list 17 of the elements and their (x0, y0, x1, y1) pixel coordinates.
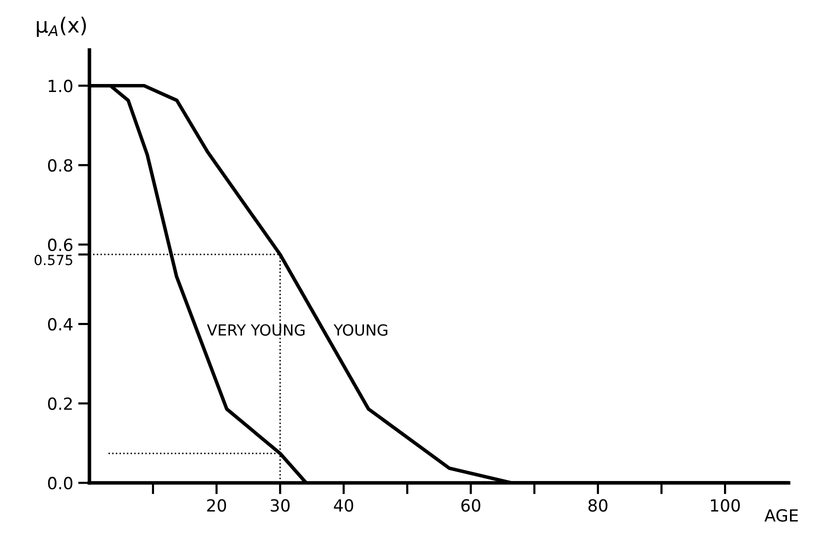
x-tick-label: 100 (710, 499, 740, 512)
x-axis-title: AGE (764, 509, 798, 522)
x-tick-label: 40 (334, 499, 354, 512)
series-label: YOUNG (334, 324, 388, 336)
x-tick-label: 60 (461, 499, 480, 512)
x-tick-label: 80 (588, 499, 608, 512)
y-tick-label: 0.6 (48, 238, 72, 252)
y-tick-label: 0.8 (48, 159, 72, 172)
y-tick-label: 1.0 (48, 80, 72, 92)
series-label: VERY YOUNG (206, 324, 305, 336)
y-tick-label: 0.575 (34, 254, 72, 266)
y-tick-label: 0.4 (48, 318, 73, 331)
x-tick-label: 20 (207, 499, 226, 512)
y-tick-label: 0.0 (48, 476, 72, 490)
y-axis-title: μ$_{A}$(x) (36, 16, 86, 37)
y-tick-label: 0.2 (48, 397, 72, 410)
x-tick-label: 30 (270, 499, 290, 512)
